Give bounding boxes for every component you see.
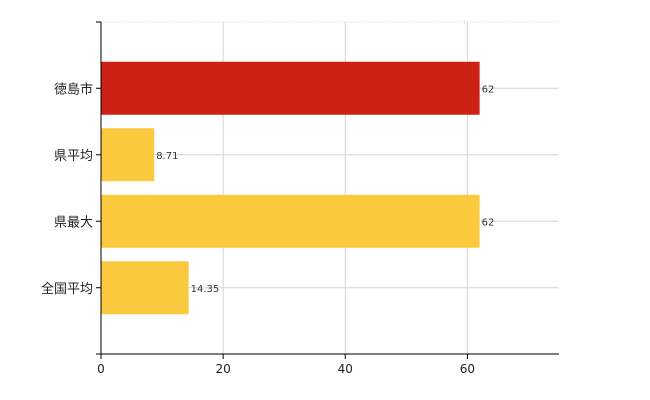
data-label: 8.71	[156, 151, 178, 162]
category-label: 県最大	[54, 215, 93, 230]
x-tick-label: 60	[460, 362, 475, 376]
x-tick-label: 40	[338, 362, 353, 376]
bar	[101, 128, 155, 182]
category-label: 徳島市	[54, 81, 93, 97]
bar	[101, 261, 189, 315]
category-label: 全国平均	[41, 281, 93, 297]
axes	[96, 21, 559, 359]
bar	[101, 61, 480, 115]
category-label: 県平均	[54, 149, 93, 164]
data-label: 62	[482, 217, 495, 228]
data-label: 62	[482, 84, 495, 95]
x-tick-label: 0	[97, 362, 105, 376]
bars	[101, 61, 480, 315]
data-label: 14.35	[191, 284, 220, 295]
bar	[101, 194, 480, 248]
x-tick-label: 20	[215, 362, 230, 376]
